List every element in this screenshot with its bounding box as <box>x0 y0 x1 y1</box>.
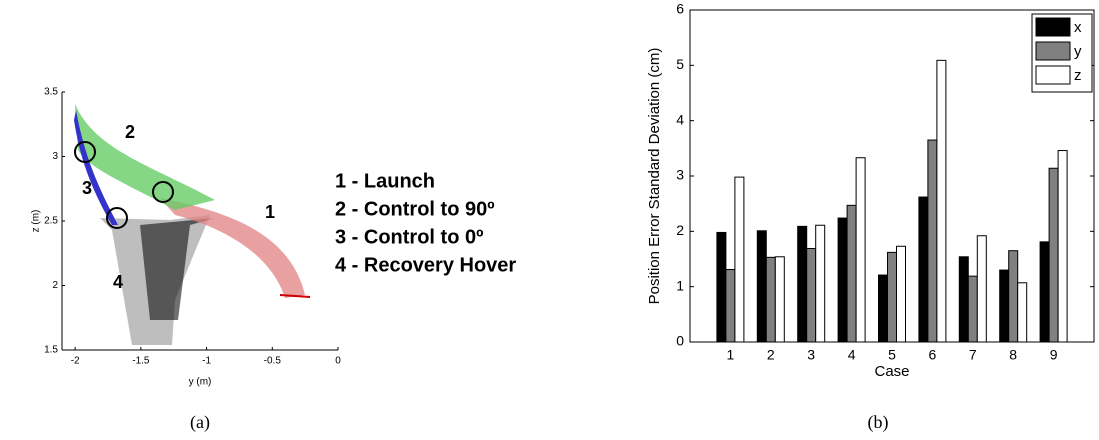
bar <box>806 247 817 343</box>
caption: (a) <box>190 412 210 433</box>
annotation: 3 <box>82 178 92 198</box>
bar <box>1048 167 1059 343</box>
bar <box>958 256 969 343</box>
y-axis-label: z (m) <box>31 210 42 233</box>
legend-label: z <box>1074 67 1082 84</box>
x-tick-label: -1.5 <box>132 356 150 367</box>
legend-swatch <box>1035 41 1071 61</box>
x-tick-label: 1 <box>727 347 735 363</box>
bar <box>837 217 848 343</box>
y-tick-label: 3 <box>676 167 684 183</box>
bar <box>797 225 808 343</box>
x-axis-label: Case <box>874 363 909 380</box>
x-tick-label: -1 <box>202 356 211 367</box>
legend-swatch <box>1035 65 1071 85</box>
x-tick-label: 0 <box>335 356 341 367</box>
y-tick-label: 5 <box>676 56 684 72</box>
trajectory-art <box>74 104 311 345</box>
y-tick-label: 2 <box>52 280 58 291</box>
x-tick-label: 6 <box>929 347 937 363</box>
bar <box>725 269 736 343</box>
legend-text: 1 - Launch <box>335 170 435 192</box>
y-tick-label: 2.5 <box>44 216 58 227</box>
bar <box>1008 250 1019 343</box>
bar <box>927 139 938 343</box>
x-tick-label: 5 <box>888 347 896 363</box>
y-tick-label: 1 <box>676 277 684 293</box>
x-tick-label: 4 <box>848 347 856 363</box>
y-tick-label: 2 <box>676 222 684 238</box>
y-tick-label: 3.5 <box>44 87 58 98</box>
bar <box>855 157 866 343</box>
x-tick-label: 8 <box>1009 347 1017 363</box>
legend-swatch <box>1035 17 1071 37</box>
y-axis-label: Position Error Standard Deviation (cm) <box>646 48 663 305</box>
bar <box>774 256 785 343</box>
x-tick-label: -0.5 <box>264 356 282 367</box>
legend-text: 3 - Control to 0º <box>335 226 483 248</box>
y-tick-label: 4 <box>676 111 684 127</box>
caption: (b) <box>868 412 889 433</box>
bar <box>765 256 776 343</box>
bar <box>1039 241 1050 343</box>
bar <box>846 204 857 343</box>
legend-label: y <box>1074 43 1082 60</box>
annotation: 4 <box>113 272 123 292</box>
bar <box>878 274 888 343</box>
bar <box>936 59 947 343</box>
legend-text: 4 - Recovery Hover <box>335 254 516 276</box>
bar <box>1017 282 1028 343</box>
legend-label: x <box>1074 19 1082 36</box>
y-tick-label: 6 <box>676 1 684 17</box>
bar <box>896 245 906 343</box>
bar <box>976 235 987 343</box>
bar <box>815 224 826 343</box>
x-tick-label: 2 <box>767 347 775 363</box>
y-tick-label: 0 <box>676 333 684 349</box>
bar <box>716 231 727 343</box>
x-axis-label: y (m) <box>189 377 212 388</box>
bar <box>887 251 897 343</box>
legend-text: 2 - Control to 90º <box>335 198 495 220</box>
bar <box>1057 150 1068 343</box>
x-tick-label: 7 <box>969 347 977 363</box>
y-tick-label: 3 <box>52 151 58 162</box>
bar <box>756 230 767 343</box>
bar <box>999 269 1010 343</box>
bar <box>918 196 929 343</box>
annotation: 2 <box>125 122 135 142</box>
x-tick-label: 9 <box>1050 347 1058 363</box>
bar <box>734 176 745 343</box>
x-tick-label: -2 <box>71 356 80 367</box>
annotation: 1 <box>265 202 275 222</box>
bar <box>967 275 978 343</box>
x-tick-label: 3 <box>807 347 815 363</box>
y-tick-label: 1.5 <box>44 345 58 356</box>
